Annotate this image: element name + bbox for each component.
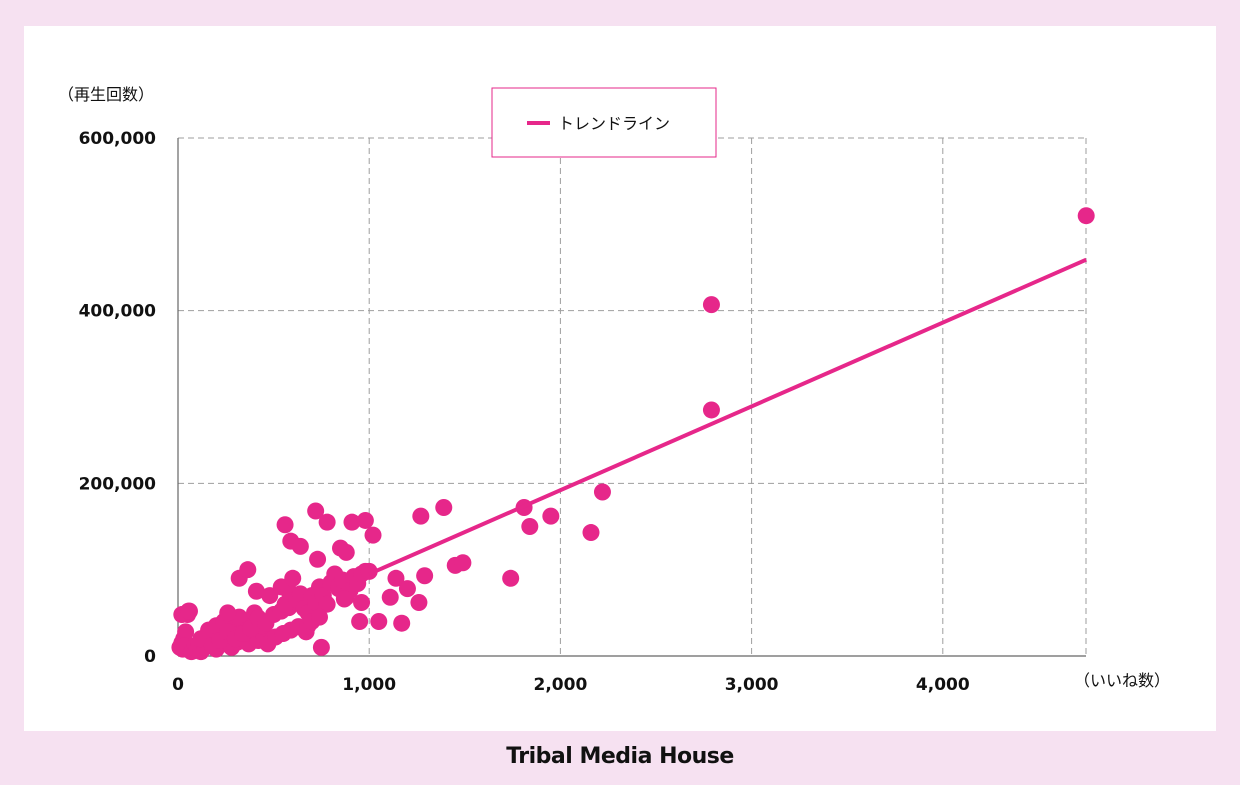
y-axis-label: （再生回数） [58,85,154,104]
x-tick-label: 2,000 [534,675,588,695]
data-point [521,518,539,535]
y-tick-label: 600,000 [79,129,157,149]
data-point [276,516,294,534]
data-point [364,526,382,544]
x-tick-label: 3,000 [725,675,779,695]
data-point [360,562,378,580]
legend-box [491,87,717,158]
data-point [310,608,328,626]
data-point [180,602,198,620]
data-point [284,569,302,587]
data-point [343,513,361,531]
data-point [370,612,388,630]
legend-entry-trendline: トレンドライン [558,114,670,133]
data-point [393,614,411,632]
trendline [368,257,1088,576]
data-point [381,588,399,606]
data-point [318,595,336,613]
scatter-chart: 0 200,000 400,000 600,000 0 1,000 2,000 3,000 4,… [58,85,1170,695]
x-tick-label: 4,000 [916,675,970,695]
data-point [593,483,611,501]
data-point [239,561,257,579]
data-point [502,569,520,587]
data-point [337,543,355,561]
axes [177,138,1086,657]
data-point [291,537,309,555]
data-point [702,401,720,419]
data-point [177,623,195,641]
brand-footer: Tribal Media House [506,744,734,769]
data-point [410,593,428,611]
data-point [454,554,472,572]
data-point [335,590,353,608]
data-point [582,524,600,542]
data-point [1077,207,1095,225]
y-tick-label: 0 [144,647,156,667]
y-tick-label: 400,000 [79,302,157,322]
trendline-layer [368,257,1088,576]
data-point [435,499,453,517]
data-point [398,580,416,598]
data-point [542,507,560,525]
data-point [309,550,327,568]
data-point [353,593,371,611]
data-point [412,507,430,525]
chart-panel: 0 200,000 400,000 600,000 0 1,000 2,000 3,000 4,… [24,26,1216,731]
data-point [307,502,325,520]
data-point [312,638,330,656]
x-tick-label: 0 [172,675,184,695]
y-tick-label: 200,000 [79,474,157,494]
data-point [416,567,434,585]
data-point [247,582,265,600]
data-points [171,207,1095,661]
legend: トレンドライン [491,87,717,158]
data-point [702,296,720,314]
data-point [356,511,374,529]
data-point [219,604,237,622]
tick-labels: 0 200,000 400,000 600,000 0 1,000 2,000 3,000 4,… [79,129,970,695]
x-tick-label: 1,000 [342,675,396,695]
data-point [318,513,336,531]
grid-lines [178,137,1087,656]
x-axis-label: （いいね数） [1074,671,1170,690]
data-point [351,612,369,630]
data-point [387,569,405,587]
